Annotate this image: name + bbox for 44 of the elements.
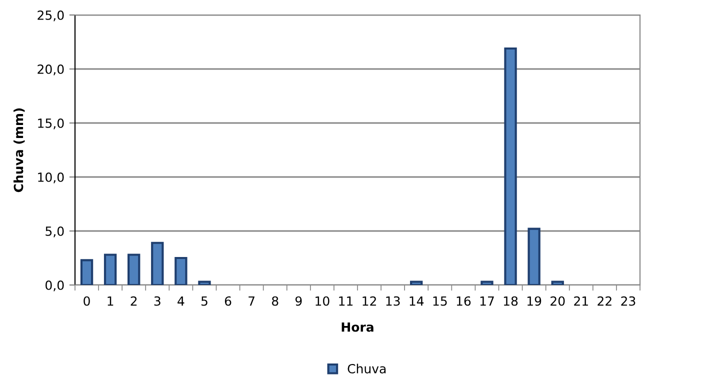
x-tick-label: 23 (621, 296, 636, 306)
x-tick-label: 7 (248, 296, 254, 306)
x-tick-label: 2 (130, 296, 137, 306)
bar (128, 254, 140, 285)
x-tick-label: 0 (84, 296, 90, 306)
bar (528, 228, 540, 285)
y-tick-label: 25,0 (38, 10, 64, 22)
y-tick-label: 20,0 (38, 64, 64, 76)
x-tick-label: 8 (272, 296, 278, 306)
bar (80, 259, 94, 285)
bar (504, 47, 517, 285)
x-tick-label: 15 (433, 296, 447, 306)
bar (410, 280, 423, 285)
bar (174, 256, 188, 285)
x-tick-label: 18 (504, 296, 518, 306)
x-tick-label: 4 (178, 296, 184, 306)
x-tick-label: 14 (410, 296, 424, 306)
y-tick-label: 0,0 (46, 280, 64, 292)
x-tick-label: 5 (201, 296, 208, 306)
x-tick-label: 16 (456, 296, 471, 306)
y-tick-label: 5,0 (46, 226, 64, 238)
bar (104, 254, 117, 285)
y-tick-label: 10,0 (38, 172, 64, 184)
x-tick-label: 9 (295, 296, 302, 306)
x-tick-label: 19 (527, 296, 542, 306)
x-tick-label: 10 (316, 296, 330, 306)
bar (551, 280, 564, 285)
legend-label: Chuva (348, 364, 386, 374)
x-tick-label: 22 (598, 296, 612, 306)
x-tick-label: 20 (550, 296, 565, 306)
y-tick-label: 15,0 (38, 118, 64, 130)
y-axis-title: Chuva (mm) (14, 108, 25, 192)
x-axis-title: Hora (342, 322, 374, 332)
x-tick-label: 6 (224, 296, 232, 306)
bar (151, 242, 164, 285)
x-tick-label: 12 (362, 296, 376, 306)
x-tick-label: 11 (339, 296, 353, 306)
x-tick-label: 13 (386, 296, 400, 306)
x-tick-label: 21 (574, 296, 588, 306)
x-tick-label: 1 (108, 296, 114, 306)
x-tick-label: 3 (154, 296, 160, 306)
bar (480, 280, 494, 285)
x-tick-label: 17 (480, 296, 494, 306)
bar (198, 280, 211, 285)
